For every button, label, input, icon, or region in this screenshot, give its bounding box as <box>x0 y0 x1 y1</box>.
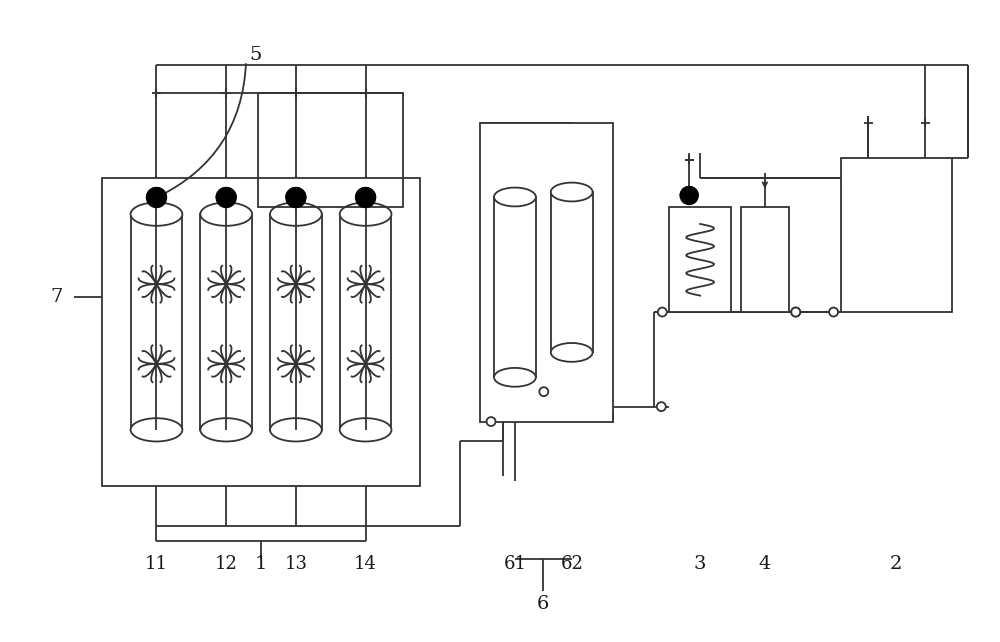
Ellipse shape <box>340 418 391 442</box>
Circle shape <box>657 402 666 411</box>
Bar <box>131 214 182 430</box>
Text: 3: 3 <box>694 555 706 573</box>
Circle shape <box>829 308 838 317</box>
Text: 62: 62 <box>560 555 583 573</box>
Circle shape <box>147 187 166 207</box>
Ellipse shape <box>200 202 252 226</box>
Polygon shape <box>286 187 306 198</box>
Bar <box>220 198 232 202</box>
Bar <box>480 123 613 422</box>
Text: 13: 13 <box>284 555 307 573</box>
Ellipse shape <box>340 202 391 226</box>
Text: 2: 2 <box>890 555 902 573</box>
Ellipse shape <box>494 368 536 386</box>
Polygon shape <box>680 187 698 196</box>
Text: 7: 7 <box>51 288 63 306</box>
Circle shape <box>658 308 667 317</box>
Text: 5: 5 <box>250 46 262 64</box>
Ellipse shape <box>200 418 252 442</box>
Circle shape <box>791 308 800 317</box>
Text: 4: 4 <box>759 555 771 573</box>
Ellipse shape <box>551 343 593 362</box>
Bar <box>684 196 695 200</box>
Text: 11: 11 <box>145 555 168 573</box>
Circle shape <box>356 187 376 207</box>
Bar <box>669 207 731 312</box>
Circle shape <box>286 187 306 207</box>
Ellipse shape <box>270 418 322 442</box>
Bar <box>360 198 372 202</box>
Circle shape <box>791 308 800 317</box>
Polygon shape <box>216 187 236 198</box>
Bar <box>290 198 302 202</box>
Bar <box>841 158 952 312</box>
Bar <box>270 214 322 430</box>
Ellipse shape <box>494 187 536 206</box>
Text: 12: 12 <box>215 555 238 573</box>
Text: 14: 14 <box>354 555 377 573</box>
Bar <box>340 214 391 430</box>
Bar <box>494 197 536 377</box>
Circle shape <box>487 417 496 426</box>
Text: 1: 1 <box>255 555 267 573</box>
Bar <box>151 198 162 202</box>
Circle shape <box>539 387 548 396</box>
Polygon shape <box>356 187 376 198</box>
Bar <box>741 207 789 312</box>
Bar <box>102 178 420 486</box>
Bar <box>258 93 403 207</box>
Ellipse shape <box>270 202 322 226</box>
Circle shape <box>216 187 236 207</box>
Polygon shape <box>147 187 166 198</box>
Text: 6: 6 <box>537 594 549 612</box>
Text: 61: 61 <box>503 555 526 573</box>
Ellipse shape <box>551 182 593 202</box>
Ellipse shape <box>131 202 182 226</box>
Bar <box>200 214 252 430</box>
Circle shape <box>680 187 698 205</box>
Bar <box>551 192 593 352</box>
Ellipse shape <box>131 418 182 442</box>
